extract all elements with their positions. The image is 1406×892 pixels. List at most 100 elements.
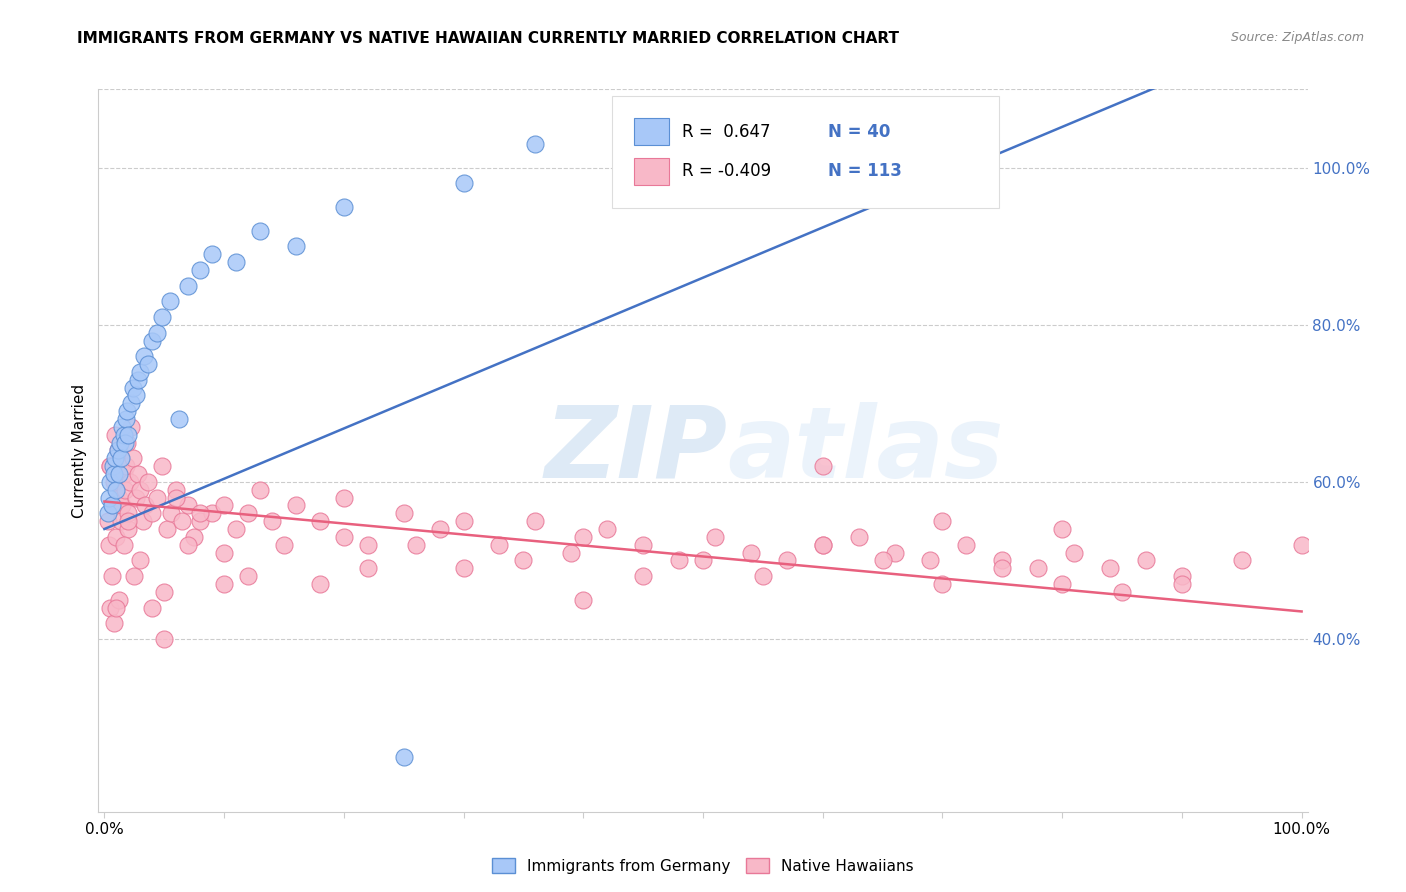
Point <box>146 326 169 340</box>
Point <box>100 600 122 615</box>
FancyBboxPatch shape <box>634 158 669 185</box>
Point <box>811 459 834 474</box>
Point <box>572 530 595 544</box>
Point <box>115 435 138 450</box>
Point <box>931 514 953 528</box>
Point <box>931 577 953 591</box>
Point <box>104 451 127 466</box>
Text: atlas: atlas <box>727 402 1004 499</box>
Point <box>1171 569 1194 583</box>
Point <box>309 577 332 591</box>
Point <box>105 530 128 544</box>
Point <box>1099 561 1122 575</box>
Point <box>1063 545 1085 559</box>
Point <box>1291 538 1313 552</box>
Point <box>236 569 259 583</box>
Point <box>118 475 141 489</box>
Point <box>776 553 799 567</box>
Point <box>101 499 124 513</box>
Point <box>453 177 475 191</box>
FancyBboxPatch shape <box>613 96 1000 209</box>
Point <box>134 499 156 513</box>
Point <box>107 443 129 458</box>
Point <box>596 522 619 536</box>
Point <box>98 538 121 552</box>
Point <box>920 553 942 567</box>
Point <box>120 420 142 434</box>
Point <box>103 467 125 481</box>
Point <box>212 499 235 513</box>
Point <box>488 538 510 552</box>
Point <box>129 483 152 497</box>
Point <box>117 427 139 442</box>
Point <box>114 435 136 450</box>
Point <box>112 427 135 442</box>
Point <box>112 538 135 552</box>
Point <box>333 530 356 544</box>
Point <box>124 569 146 583</box>
Point <box>107 491 129 505</box>
Text: N = 113: N = 113 <box>828 162 901 180</box>
Point <box>273 538 295 552</box>
Point <box>872 553 894 567</box>
Point <box>107 443 129 458</box>
Point <box>129 553 152 567</box>
Y-axis label: Currently Married: Currently Married <box>72 384 87 517</box>
Point <box>136 357 159 371</box>
Point <box>120 396 142 410</box>
Point <box>108 451 131 466</box>
Point <box>167 412 190 426</box>
Point <box>117 522 139 536</box>
Point <box>107 592 129 607</box>
Point <box>172 514 194 528</box>
Point <box>1050 577 1073 591</box>
Point <box>811 538 834 552</box>
Point <box>392 506 415 520</box>
Point <box>1171 577 1194 591</box>
Point <box>249 223 271 237</box>
Point <box>188 506 211 520</box>
Point <box>159 294 181 309</box>
Text: Source: ZipAtlas.com: Source: ZipAtlas.com <box>1230 31 1364 45</box>
Point <box>260 514 283 528</box>
Point <box>110 451 132 466</box>
Point <box>103 616 125 631</box>
Point <box>115 459 138 474</box>
Point <box>453 514 475 528</box>
Point <box>105 483 128 497</box>
Point <box>188 263 211 277</box>
Point <box>122 381 145 395</box>
Legend: Immigrants from Germany, Native Hawaiians: Immigrants from Germany, Native Hawaiian… <box>486 852 920 880</box>
Point <box>150 310 173 324</box>
Point <box>512 553 534 567</box>
Point <box>524 137 547 152</box>
Text: ZIP: ZIP <box>544 402 727 499</box>
Point <box>429 522 451 536</box>
Point <box>105 600 128 615</box>
Point <box>132 514 155 528</box>
Point <box>201 506 224 520</box>
Point <box>225 255 247 269</box>
Point <box>811 538 834 552</box>
Point <box>165 491 187 505</box>
Point <box>309 514 332 528</box>
Point <box>98 491 121 505</box>
Point <box>112 467 135 481</box>
Point <box>740 545 762 559</box>
Point <box>132 349 155 363</box>
Point <box>111 499 134 513</box>
Text: R = -0.409: R = -0.409 <box>682 162 772 180</box>
Point <box>97 506 120 520</box>
Point <box>1026 561 1049 575</box>
Point <box>100 459 122 474</box>
Point <box>100 459 122 474</box>
Point <box>150 459 173 474</box>
Point <box>117 514 139 528</box>
Text: N = 40: N = 40 <box>828 122 890 141</box>
Point <box>955 538 977 552</box>
Point <box>103 475 125 489</box>
Text: IMMIGRANTS FROM GERMANY VS NATIVE HAWAIIAN CURRENTLY MARRIED CORRELATION CHART: IMMIGRANTS FROM GERMANY VS NATIVE HAWAII… <box>77 31 900 46</box>
Point <box>631 538 654 552</box>
Point <box>177 538 200 552</box>
Point <box>111 420 134 434</box>
